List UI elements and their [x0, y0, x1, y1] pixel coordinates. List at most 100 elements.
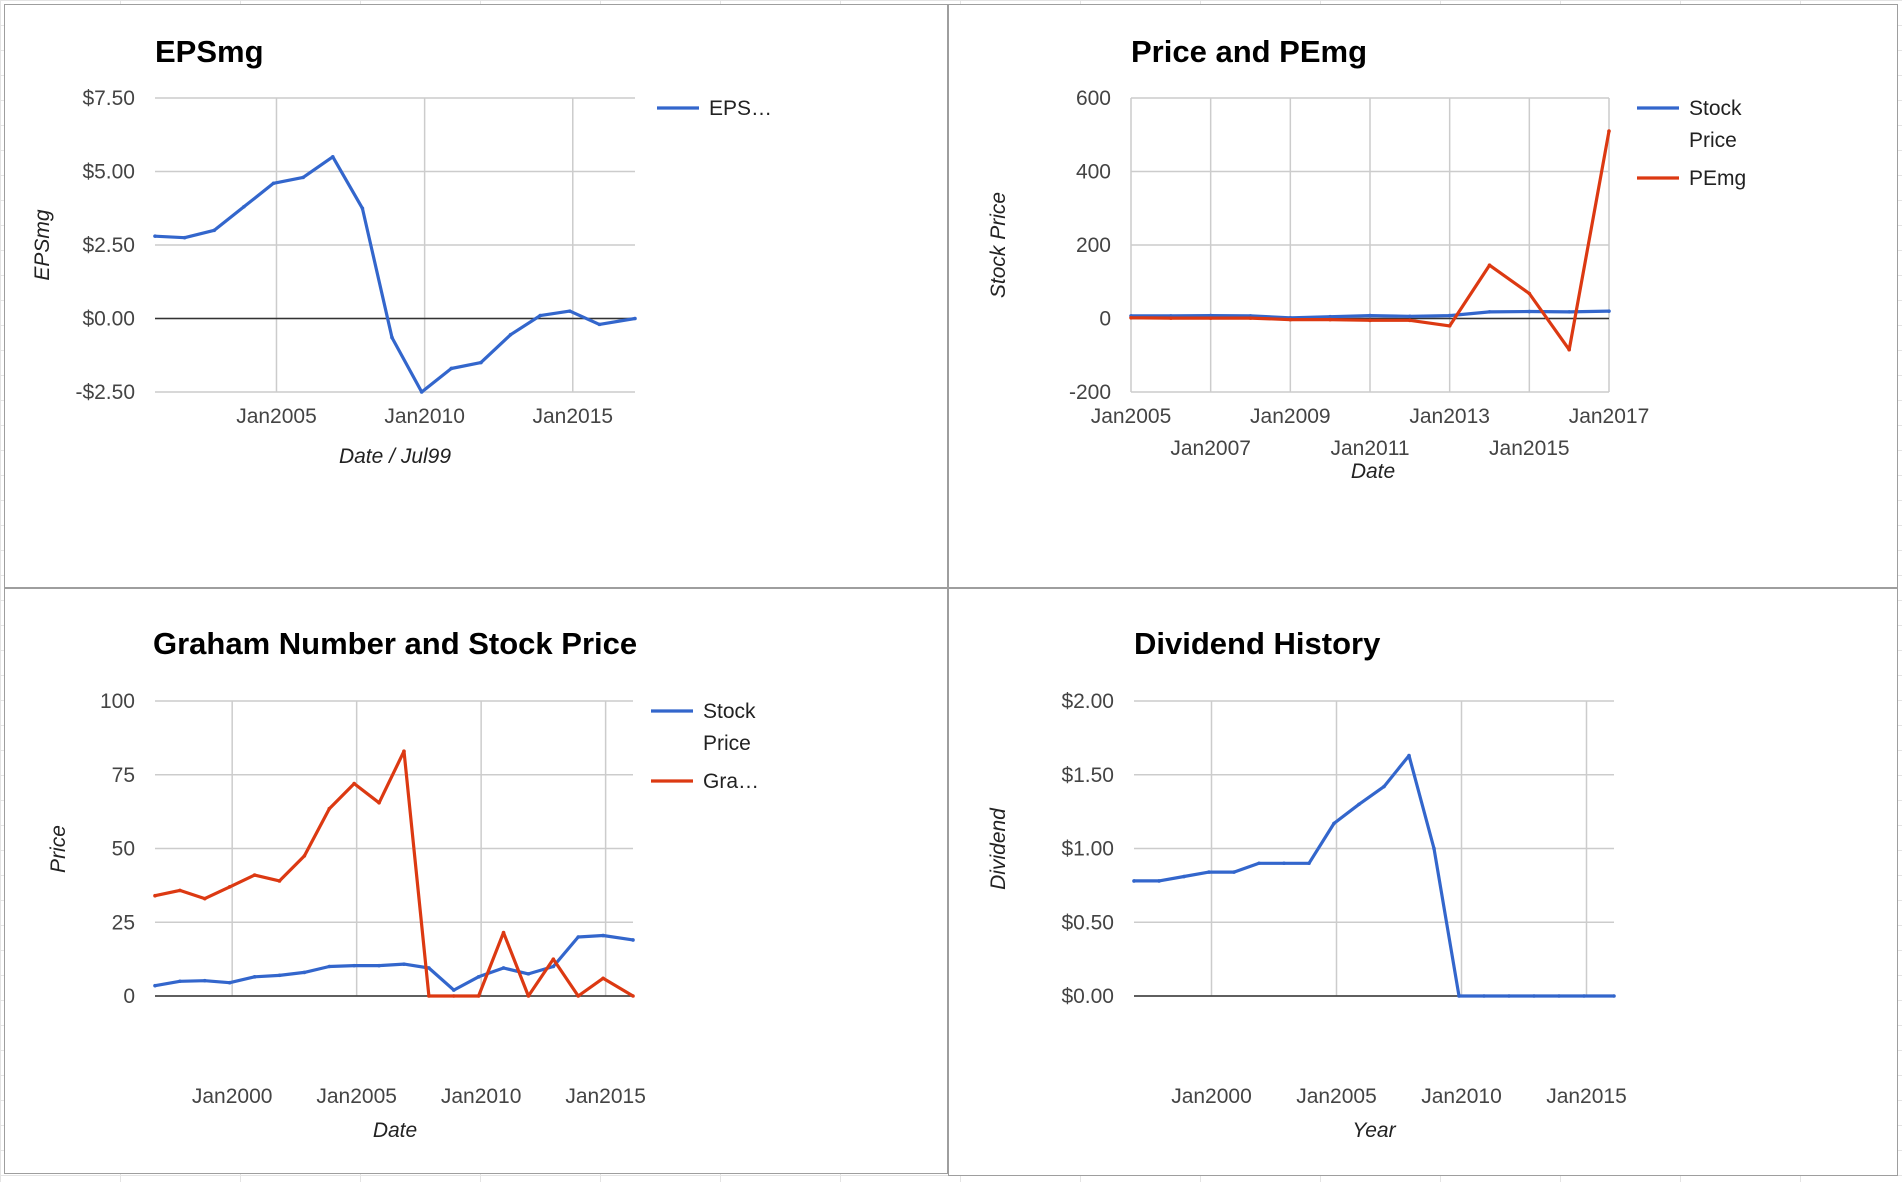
- data-point: [1248, 316, 1253, 320]
- data-point: [1408, 318, 1412, 323]
- data-point: [1567, 347, 1571, 352]
- data-point: [271, 181, 276, 186]
- data-point: [1207, 870, 1211, 874]
- data-point: [302, 970, 307, 975]
- data-point: [1408, 314, 1412, 319]
- data-point: [601, 976, 605, 981]
- x-tick-label: Jan2015: [1546, 1085, 1627, 1108]
- legend-label: PEmg: [1689, 167, 1746, 190]
- x-tick-label: Jan2005: [316, 1085, 397, 1108]
- y-axis-title: Stock Price: [987, 192, 1010, 298]
- x-tick-label: Jan2010: [441, 1085, 522, 1108]
- dividend-history-chart: Dividend History $2.00 $1.50 $1.00 $0.50 $0.0…: [987, 626, 1627, 1142]
- data-point: [576, 935, 581, 939]
- chart-title: EPSmg: [155, 34, 264, 69]
- data-point: [576, 994, 581, 998]
- data-point: [1208, 313, 1213, 318]
- y-tick-label: 200: [1076, 234, 1111, 257]
- data-point: [377, 963, 381, 968]
- x-tick-label: Jan2015: [1489, 437, 1570, 460]
- gridlines: [155, 97, 635, 393]
- legend-label: Gra…: [703, 770, 759, 793]
- data-point: [1567, 310, 1571, 314]
- data-point: [476, 975, 481, 979]
- data-point: [377, 800, 381, 805]
- series-line: [154, 933, 634, 992]
- data-point: [1507, 994, 1511, 998]
- data-point: [1527, 291, 1532, 296]
- data-point: [476, 994, 481, 998]
- y-tick-label: $1.00: [1061, 838, 1114, 861]
- data-point: [402, 749, 406, 753]
- data-point: [526, 972, 531, 976]
- y-tick-label: $1.50: [1061, 764, 1114, 787]
- data-point: [1487, 310, 1492, 314]
- epsmg-chart: EPSmg $7.50 $5.00 $2.50 $0.00 -$2.50 Jan2005 Ja…: [31, 34, 772, 468]
- x-tick-label: Jan2000: [1171, 1085, 1252, 1108]
- y-tick-label: $2.00: [1061, 690, 1114, 713]
- y-axis-title: Dividend: [987, 807, 1010, 890]
- data-point: [1382, 784, 1386, 789]
- y-tick-label: $0.00: [1061, 985, 1114, 1008]
- data-point: [551, 964, 556, 969]
- series-line: [154, 155, 636, 394]
- data-point: [252, 975, 257, 979]
- chart-title: Dividend History: [1134, 626, 1381, 661]
- legend-label: EPS…: [709, 97, 772, 120]
- data-point: [1607, 309, 1611, 313]
- data-point: [601, 933, 605, 938]
- x-tick-label: Jan2010: [384, 405, 465, 428]
- data-point: [178, 888, 182, 893]
- data-point: [501, 966, 506, 970]
- data-point: [178, 979, 182, 984]
- x-tick-label: Jan2013: [1409, 405, 1490, 428]
- data-point: [227, 980, 232, 985]
- y-tick-label: 0: [1099, 308, 1111, 331]
- data-point: [1288, 317, 1293, 322]
- data-point: [1407, 753, 1411, 758]
- y-tick-label: -$2.50: [75, 381, 135, 404]
- x-tick-label: Jan2011: [1330, 437, 1409, 460]
- data-point: [1368, 313, 1372, 318]
- data-point: [633, 316, 637, 321]
- data-point: [1129, 315, 1133, 320]
- y-tick-label: 75: [112, 764, 135, 787]
- y-tick-label: $2.50: [82, 234, 135, 257]
- x-tick-label: Jan2009: [1250, 405, 1331, 428]
- gridlines: [155, 700, 633, 997]
- y-axis-title: EPSmg: [31, 209, 54, 281]
- y-tick-label: 0: [123, 985, 135, 1008]
- data-point: [1482, 994, 1486, 998]
- data-point: [1447, 324, 1452, 328]
- x-tick-label: Jan2007: [1170, 437, 1251, 460]
- data-point: [508, 332, 513, 337]
- data-point: [390, 335, 394, 340]
- x-axis-title: Year: [1352, 1119, 1396, 1142]
- data-point: [202, 896, 207, 901]
- data-point: [568, 309, 572, 313]
- data-point: [449, 366, 454, 371]
- data-point: [182, 235, 187, 240]
- data-point: [597, 322, 602, 327]
- data-point: [526, 994, 531, 998]
- data-point: [479, 360, 483, 365]
- data-point: [330, 155, 335, 159]
- data-point: [277, 879, 282, 883]
- data-point: [1487, 263, 1492, 268]
- data-point: [1332, 821, 1336, 826]
- data-point: [1328, 314, 1332, 319]
- x-tick-label: Jan2005: [1091, 405, 1172, 428]
- data-point: [419, 390, 424, 394]
- x-tick-label: Jan2015: [532, 405, 613, 428]
- data-point: [352, 781, 356, 786]
- data-point: [153, 983, 157, 988]
- data-point: [1307, 861, 1311, 866]
- data-point: [1328, 317, 1332, 322]
- data-point: [402, 962, 406, 966]
- data-point: [538, 313, 542, 318]
- x-tick-label: Jan2010: [1421, 1085, 1502, 1108]
- data-point: [360, 206, 365, 211]
- chart-panel-price-and-pemg: Price and PEmg 600 400 200 0 -200 Jan2005 Jan20…: [948, 4, 1898, 588]
- y-tick-label: 400: [1076, 161, 1111, 184]
- series-line: [154, 749, 634, 998]
